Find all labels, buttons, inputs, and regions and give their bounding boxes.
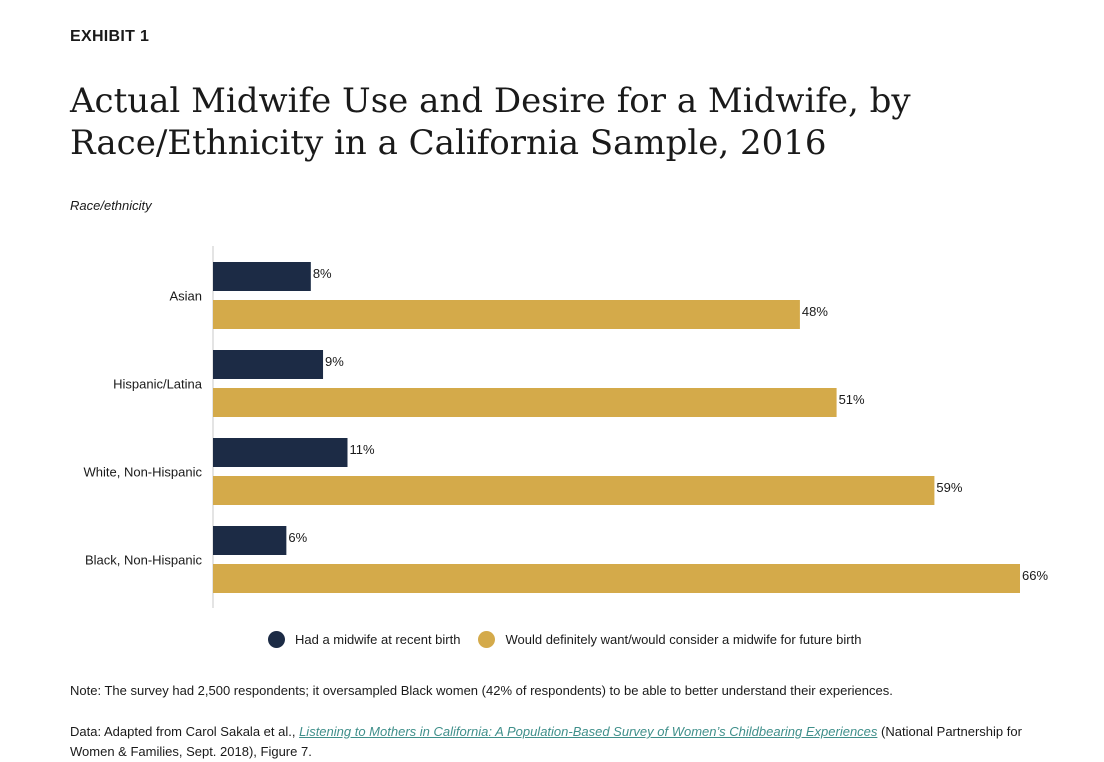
- category-label: Black, Non-Hispanic: [85, 553, 203, 568]
- bar-midwife-used: [213, 262, 311, 291]
- data-label: 51%: [839, 392, 865, 407]
- category-label: Hispanic/Latina: [113, 377, 203, 392]
- bar-midwife-used: [213, 350, 324, 379]
- data-label: 66%: [1022, 568, 1048, 583]
- data-label: 8%: [313, 266, 332, 281]
- data-label: 48%: [802, 304, 828, 319]
- bar-midwife-desired: [213, 388, 837, 417]
- category-label: White, Non-Hispanic: [84, 465, 203, 480]
- source-suffix: (National Partnership for Women & Famili…: [70, 724, 1022, 759]
- bar-midwife-used: [213, 438, 348, 467]
- bar-midwife-used: [213, 526, 287, 555]
- legend-label-midwife-desired: Would definitely want/would consider a m…: [505, 632, 862, 647]
- legend-label-midwife-used: Had a midwife at recent birth: [295, 632, 461, 647]
- bar-midwife-desired: [213, 300, 800, 329]
- data-label: 9%: [325, 354, 344, 369]
- y-axis-caption: Race/ethnicity: [70, 198, 152, 213]
- source-prefix: Data: Adapted from Carol Sakala et al.,: [70, 724, 300, 739]
- chart-note: Note: The survey had 2,500 respondents; …: [70, 683, 893, 698]
- legend-item-midwife-used: Had a midwife at recent birth: [268, 631, 460, 648]
- legend-item-midwife-desired: Would definitely want/would consider a m…: [478, 631, 861, 648]
- chart-title: Actual Midwife Use and Desire for a Midw…: [70, 81, 911, 163]
- legend-swatch-navy: [268, 631, 285, 648]
- legend-swatch-gold: [478, 631, 496, 648]
- legend: Had a midwife at recent birth Would defi…: [268, 631, 879, 648]
- data-label: 6%: [288, 530, 307, 545]
- source-link[interactable]: Listening to Mothers in California: A Po…: [299, 724, 878, 739]
- data-label: 59%: [936, 480, 962, 495]
- bar-midwife-desired: [213, 476, 935, 505]
- exhibit-label: EXHIBIT 1: [70, 28, 150, 45]
- category-label: Asian: [169, 289, 202, 304]
- bar-midwife-desired: [213, 564, 1020, 593]
- data-source: Data: Adapted from Carol Sakala et al., …: [70, 722, 1050, 762]
- bar-chart: Asian 8% 48% Hispanic/Latina 9% 51% White, Non…: [84, 246, 1048, 608]
- data-label: 11%: [350, 442, 375, 457]
